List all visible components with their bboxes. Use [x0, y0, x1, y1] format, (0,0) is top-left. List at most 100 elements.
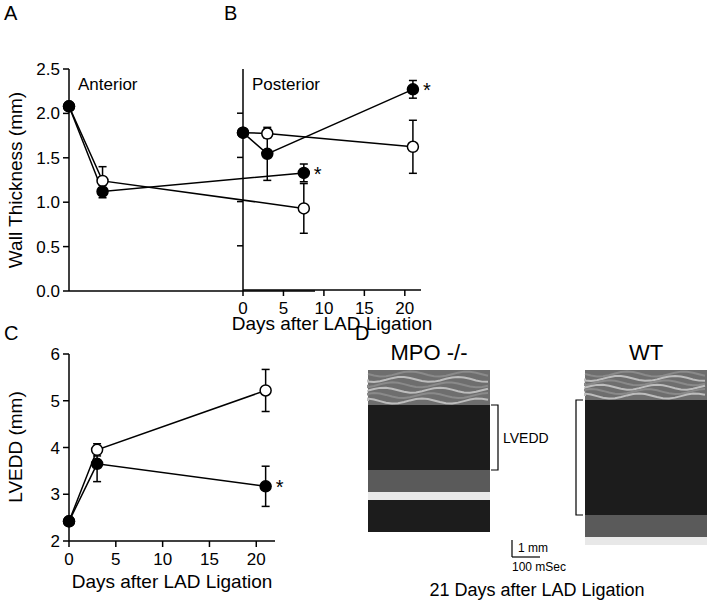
x-tick-label: 0: [64, 550, 73, 569]
error-cap: [409, 97, 417, 99]
y-tick-label: 5: [51, 392, 60, 411]
data-point: [97, 175, 108, 186]
y-tick: [63, 201, 69, 203]
error-cap: [409, 80, 417, 82]
error-cap: [99, 166, 107, 168]
panel-1: B05101520Days after LAD LigationPosterio…: [224, 2, 432, 334]
series-line: [69, 390, 266, 521]
y-tick: [63, 113, 69, 115]
echo-wall: [585, 515, 707, 537]
data-point: [407, 141, 418, 152]
data-point: [262, 148, 273, 159]
y-tick-label: 0.5: [36, 238, 60, 257]
scale-label: 1 mm: [518, 541, 548, 555]
figure: A0.00.51.01.52.02.5Wall Thickness (mm)An…: [0, 0, 720, 603]
scale-label: 100 mSec: [512, 560, 566, 574]
error-cap: [300, 183, 308, 185]
y-axis-label: Wall Thickness (mm): [5, 92, 26, 268]
echo-texture: [368, 393, 488, 398]
error-cap: [409, 120, 417, 122]
x-tick-label: 10: [153, 550, 172, 569]
data-point: [238, 127, 249, 138]
data-point: [64, 101, 75, 112]
y-axis-label: LVEDD (mm): [5, 391, 26, 503]
echo-texture: [368, 377, 488, 382]
y-tick-label: 3: [51, 485, 60, 504]
plot-area: [64, 101, 310, 233]
y-axis: [242, 69, 244, 290]
error-cap: [263, 180, 271, 182]
error-cap: [300, 181, 308, 183]
echo-texture: [368, 372, 488, 377]
y-tick: [63, 447, 69, 449]
y-tick: [63, 290, 69, 292]
panel-letter: A: [4, 2, 18, 24]
image-label: WT: [629, 340, 663, 365]
y-tick-label: 2.5: [36, 60, 60, 79]
error-cap: [300, 163, 308, 165]
data-point: [407, 84, 418, 95]
bracket: [576, 400, 583, 515]
y-tick: [63, 494, 69, 496]
panel-2: C2345605101520LVEDD (mm)Days after LAD L…: [4, 322, 284, 592]
plot-area: [64, 369, 272, 526]
series-line: [69, 106, 304, 191]
y-tick-label: 4: [51, 439, 60, 458]
echo-image: [585, 370, 707, 545]
x-tick-label: 15: [200, 550, 219, 569]
x-tick-label: 5: [111, 550, 120, 569]
error-cap: [262, 465, 270, 467]
y-tick: [63, 400, 69, 402]
panel-letter: C: [4, 322, 18, 344]
error-cap: [262, 411, 270, 413]
error-cap: [262, 369, 270, 371]
x-axis: [243, 289, 421, 291]
y-tick: [63, 353, 69, 355]
y-tick-label: 2: [51, 532, 60, 551]
data-point: [298, 203, 309, 214]
y-tick: [63, 157, 69, 159]
data-point: [64, 516, 75, 527]
data-point: [238, 127, 249, 138]
x-axis-label: Days after LAD Ligation: [232, 313, 433, 334]
plot-area: [238, 80, 419, 180]
echo-background: [585, 370, 707, 532]
echo-pericardium: [585, 537, 707, 545]
echo-texture: [368, 399, 488, 404]
caption: 21 Days after LAD Ligation: [429, 580, 644, 600]
data-point: [260, 385, 271, 396]
error-cap: [262, 506, 270, 508]
y-tick-label: 2.0: [36, 104, 60, 123]
series-line: [243, 89, 413, 154]
y-tick: [237, 157, 243, 159]
data-point: [260, 481, 271, 492]
significance-mark: *: [423, 79, 431, 101]
series-line: [69, 464, 266, 522]
x-tick: [115, 541, 117, 547]
scale-bar: [511, 540, 512, 557]
error-cap: [409, 173, 417, 175]
echo-wall: [368, 470, 490, 492]
x-tick: [162, 541, 164, 547]
panel-d: DMPO -/-WTLVEDD1 mm100 mSec21 Days after…: [355, 322, 707, 600]
x-axis-label: Days after LAD Ligation: [72, 571, 273, 592]
panel-letter: D: [355, 322, 369, 344]
data-point: [92, 458, 103, 469]
x-axis: [69, 540, 275, 542]
data-point: [64, 101, 75, 112]
echo-texture: [585, 372, 705, 377]
echo-image: [368, 370, 490, 532]
error-cap: [300, 233, 308, 235]
x-tick: [242, 290, 244, 296]
significance-mark: *: [314, 163, 322, 185]
echo-wall: [585, 370, 707, 400]
x-tick: [404, 290, 406, 296]
y-tick: [63, 68, 69, 70]
y-tick: [63, 246, 69, 248]
data-point: [262, 128, 273, 139]
echo-background: [368, 370, 490, 532]
scale-bar: [512, 556, 540, 557]
y-tick-label: 0.0: [36, 282, 60, 301]
y-tick: [237, 245, 243, 247]
x-tick: [364, 290, 366, 296]
